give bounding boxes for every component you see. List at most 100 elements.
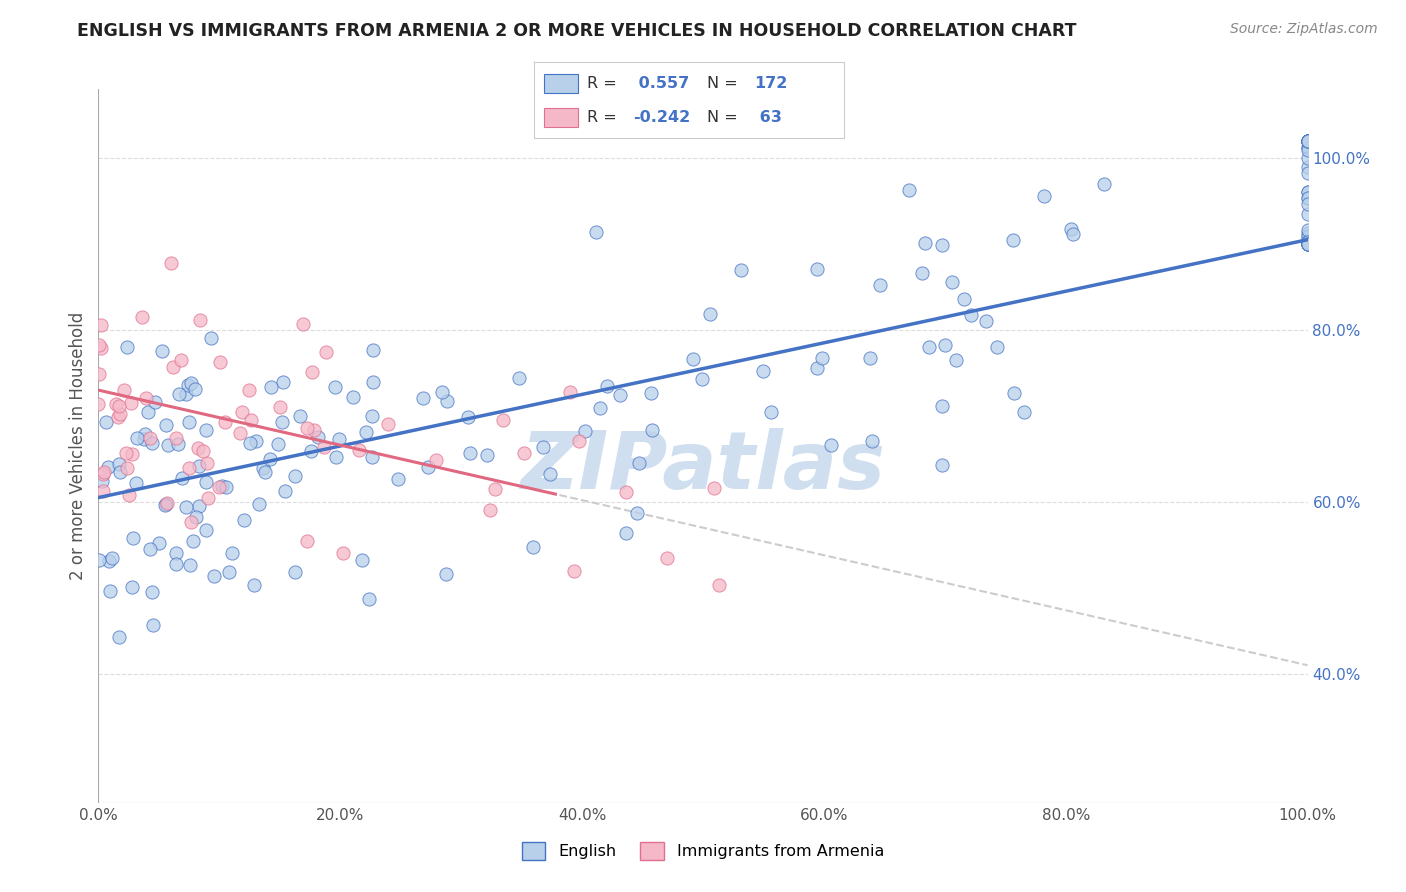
Point (361, 409, 384, 423)
Point (134, 426, 156, 441)
Point (139, 431, 162, 445)
Point (301, 365, 323, 379)
Point (425, 453, 447, 467)
Point (859, 351, 882, 365)
Point (436, 567, 458, 582)
Point (239, 413, 262, 427)
Point (458, 445, 481, 459)
Point (1296, 141, 1319, 155)
Text: Source: ZipAtlas.com: Source: ZipAtlas.com (1230, 22, 1378, 37)
Point (1296, 236, 1319, 251)
Point (215, 480, 238, 494)
Point (1296, 191, 1319, 205)
Point (589, 401, 612, 415)
Point (1296, 134, 1319, 148)
Point (315, 345, 337, 359)
Point (108, 399, 131, 413)
Point (699, 307, 721, 321)
Point (214, 415, 236, 429)
Point (108, 457, 131, 471)
Point (211, 479, 233, 493)
Text: N =: N = (707, 110, 744, 125)
Point (165, 557, 187, 571)
Point (195, 456, 218, 470)
Point (328, 432, 350, 446)
Point (141, 435, 163, 450)
Point (188, 313, 211, 327)
Point (1296, 166, 1319, 180)
Point (271, 376, 294, 390)
Point (1092, 178, 1115, 192)
Point (174, 387, 197, 401)
Point (96, 415, 118, 429)
Point (98, 554, 121, 568)
Point (484, 482, 506, 496)
Point (187, 441, 209, 455)
Point (297, 420, 319, 434)
Point (141, 585, 163, 599)
Point (626, 506, 648, 520)
Text: -0.242: -0.242 (633, 110, 690, 125)
Point (1296, 185, 1319, 199)
Point (247, 498, 270, 512)
Point (682, 352, 704, 367)
Point (1296, 134, 1319, 148)
Point (121, 580, 143, 594)
Point (117, 341, 139, 355)
Point (752, 364, 775, 378)
Text: ENGLISH VS IMMIGRANTS FROM ARMENIA 2 OR MORE VEHICLES IN HOUSEHOLD CORRELATION C: ENGLISH VS IMMIGRANTS FROM ARMENIA 2 OR … (77, 22, 1077, 40)
Point (142, 617, 165, 632)
Text: ZIPatlas: ZIPatlas (520, 428, 886, 507)
Text: 0.557: 0.557 (633, 76, 689, 91)
Point (284, 468, 307, 483)
Point (184, 382, 207, 396)
Point (180, 376, 202, 391)
Point (295, 534, 318, 549)
Text: 172: 172 (754, 76, 787, 91)
Point (332, 546, 354, 560)
Point (186, 509, 208, 524)
Point (430, 385, 453, 400)
Point (1296, 134, 1319, 148)
Point (538, 467, 561, 481)
Point (153, 498, 176, 512)
Point (1002, 233, 1025, 247)
Point (1296, 151, 1319, 165)
Point (1296, 196, 1319, 211)
Point (361, 450, 384, 464)
Point (655, 551, 678, 566)
Point (159, 256, 181, 270)
Point (107, 409, 129, 424)
Point (806, 360, 828, 375)
Point (387, 472, 409, 486)
Point (931, 238, 953, 252)
Point (139, 541, 162, 556)
Point (197, 491, 219, 505)
Point (271, 415, 294, 429)
Point (208, 355, 231, 369)
Point (1062, 227, 1084, 241)
Point (628, 456, 651, 470)
Point (730, 263, 752, 277)
Point (239, 436, 262, 450)
Point (283, 565, 305, 579)
Point (254, 465, 277, 479)
Point (860, 434, 883, 449)
Point (1296, 236, 1319, 251)
Point (1296, 185, 1319, 199)
Point (176, 378, 198, 392)
Point (574, 424, 596, 438)
Point (562, 564, 585, 578)
Point (352, 553, 374, 567)
Point (314, 440, 336, 454)
Point (898, 183, 921, 197)
Point (267, 437, 290, 451)
Point (162, 359, 184, 374)
Point (191, 444, 214, 458)
Point (288, 409, 311, 424)
Point (120, 396, 142, 410)
Point (136, 405, 159, 419)
Point (245, 434, 267, 448)
Point (202, 569, 225, 583)
Point (1296, 229, 1319, 244)
